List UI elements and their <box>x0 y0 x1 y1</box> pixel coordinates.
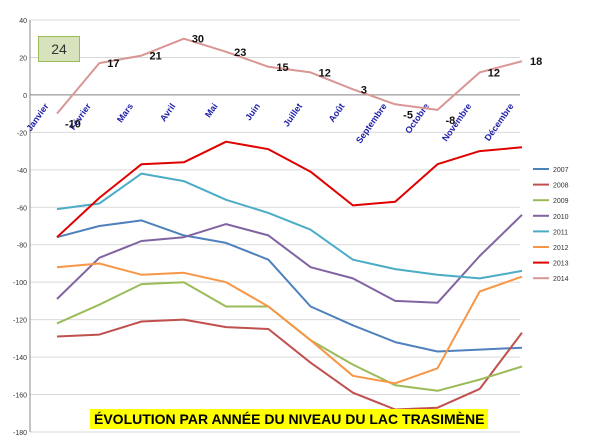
x-tick-label: Juin <box>243 101 262 122</box>
legend-label: 2008 <box>553 183 569 190</box>
series-line-2010 <box>56 214 523 304</box>
data-label: 30 <box>192 34 204 46</box>
x-tick-label: Mai <box>203 101 220 119</box>
data-label: 18 <box>530 56 542 68</box>
chart-title: ÉVOLUTION PAR ANNÉE DU NIVEAU DU LAC TRA… <box>90 409 489 429</box>
legend-label: 2014 <box>553 276 569 283</box>
y-tick-label: -140 <box>13 355 27 362</box>
data-label: -10 <box>65 119 81 131</box>
data-label: 3 <box>361 84 367 96</box>
legend-label: 2011 <box>553 229 568 236</box>
legend-label: 2009 <box>553 198 569 205</box>
x-tick-label: Mars <box>115 101 135 124</box>
series-line-2013 <box>56 140 523 238</box>
legend-label: 2007 <box>553 167 569 174</box>
y-tick-label: -20 <box>17 130 27 137</box>
y-tick-label: -100 <box>13 280 27 287</box>
x-tick-label: Septembre <box>354 101 389 145</box>
y-tick-label: -80 <box>17 243 27 250</box>
x-tick-label: Avril <box>158 101 177 123</box>
series-line-2009 <box>56 281 523 392</box>
y-tick-label: -40 <box>17 168 27 175</box>
data-label: 17 <box>107 58 119 70</box>
data-label: 12 <box>488 67 500 79</box>
data-label: -8 <box>445 115 455 127</box>
x-tick-label: Janvier <box>24 101 51 133</box>
series-line-2008 <box>56 318 523 411</box>
data-label: 15 <box>276 62 288 74</box>
y-tick-label: -180 <box>13 430 27 437</box>
x-tick-label: Août <box>327 101 347 124</box>
series-line-2007 <box>56 219 523 353</box>
legend-label: 2012 <box>553 245 569 252</box>
data-label: 23 <box>234 47 246 59</box>
series-line-2014 <box>56 37 523 115</box>
series-line-2011 <box>56 172 523 280</box>
y-tick-label: 0 <box>23 93 27 100</box>
data-label: 12 <box>319 67 331 79</box>
data-label: 21 <box>150 51 162 63</box>
y-tick-label: 20 <box>19 55 27 62</box>
y-tick-label: 40 <box>19 18 27 25</box>
series-line-2012 <box>56 262 523 385</box>
legend-label: 2010 <box>553 214 569 221</box>
data-label: -5 <box>403 109 413 121</box>
value-badge: 24 <box>38 36 80 62</box>
legend-label: 2013 <box>553 261 569 268</box>
y-tick-label: -60 <box>17 205 27 212</box>
y-tick-label: -160 <box>13 393 27 400</box>
x-tick-label: Décembre <box>482 101 515 142</box>
y-tick-label: -120 <box>13 318 27 325</box>
x-tick-label: Juillet <box>281 101 304 128</box>
